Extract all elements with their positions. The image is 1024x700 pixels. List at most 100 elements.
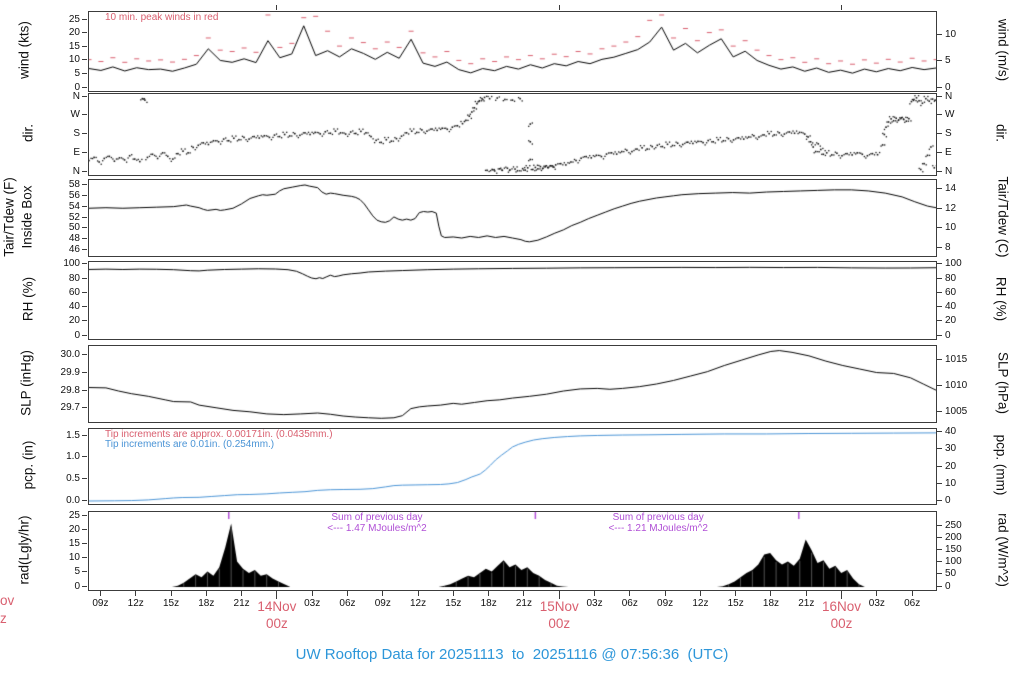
x-tick-label: 03z (304, 598, 321, 609)
x-tick-date-label: 16Nov 00z (822, 598, 861, 632)
y-tick-label-left-temp: 54 (68, 200, 80, 212)
x-tick-label: 06z (339, 598, 356, 609)
y-tick-right-rh (937, 306, 942, 308)
y-tick-label-left-temp: 46 (68, 243, 80, 255)
rad-note-2-line1: Sum of previous day (612, 512, 704, 523)
x-tick (735, 591, 737, 596)
rad-sum-previous-day-note-1: Sum of previous day <--- 1.47 MJoules/m^… (327, 512, 426, 534)
x-tick-label: 18z (762, 598, 780, 609)
y-tick-left-temp (82, 194, 87, 196)
x-axis-clipped-date-line1: ov (0, 593, 15, 608)
y-tick-label-right-rad: 150 (945, 544, 962, 556)
y-tick-right-slp (937, 359, 942, 361)
x-tick-top-date (276, 5, 278, 10)
y-tick-label-right-temp: 10 (945, 222, 957, 234)
y-tick-label-right-rh: 100 (945, 258, 962, 270)
y-tick-label-right-wind: 0 (945, 81, 951, 93)
y-axis-title-wind-ms: wind (m/s) (995, 18, 1011, 82)
x-tick-top-date (841, 5, 843, 10)
y-tick-label-right-dir: N (945, 90, 953, 102)
y-tick-right-rh (937, 277, 942, 279)
temperature-plot-canvas (89, 180, 936, 256)
y-tick-right-dir (937, 114, 942, 116)
y-tick-right-temp (937, 188, 942, 190)
x-tick (170, 591, 172, 596)
rad-note-1-line1: Sum of previous day (331, 512, 423, 523)
y-tick-left-slp (82, 371, 87, 373)
precipitation-plot-canvas (89, 429, 936, 504)
rad-note-2-line2: <--- 1.21 MJoules/m^2 (608, 522, 708, 534)
y-axis-title-slp-inhg: SLP (inHg) (18, 350, 34, 416)
y-tick-label-right-rad: 100 (945, 556, 962, 568)
y-tick-right-rad (937, 549, 942, 551)
y-tick-right-rh (937, 263, 942, 265)
y-tick-label-left-rad: 15 (68, 538, 80, 550)
y-axis-title-rh-left: RH (%) (20, 276, 36, 322)
x-tick-date-label: 15Nov 00z (540, 598, 579, 632)
x-tick (664, 591, 666, 596)
y-tick-label-right-rh: 20 (945, 315, 957, 327)
y-tick-label-right-dir: S (945, 128, 952, 139)
y-tick-right-rad (937, 585, 942, 587)
y-tick-left-slp (82, 407, 87, 409)
y-tick-label-left-rh: 40 (68, 301, 80, 313)
x-tick (346, 591, 348, 596)
y-axis-title-dir-left: dir. (20, 123, 36, 143)
x-tick-date-label: 14Nov 00z (257, 598, 296, 632)
x-tick (805, 591, 807, 596)
y-tick-label-left-rh: 20 (68, 315, 80, 327)
y-tick-label-left-wind: 5 (74, 67, 80, 79)
x-tick-label: 12z (127, 598, 144, 609)
x-tick (876, 591, 878, 596)
y-axis-title-temp-c: Tair/Tdew (C) (995, 176, 1011, 258)
y-tick-left-rh (82, 291, 87, 293)
y-axis-title-pcp-in: pcp. (in) (20, 440, 36, 490)
y-tick-left-temp (82, 184, 87, 186)
y-tick-left-rad (82, 528, 87, 530)
x-tick-label: 03z (586, 598, 603, 609)
y-tick-right-pcp (937, 431, 942, 433)
y-tick-label-left-wind: 0 (74, 81, 80, 93)
figure-title: UW Rooftop Data for 20251113 to 20251116… (295, 646, 729, 663)
rad-sum-previous-day-note-2: Sum of previous day <--- 1.21 MJoules/m^… (608, 512, 708, 534)
y-tick-label-right-pcp: 30 (945, 443, 957, 455)
y-tick-label-right-rad: 50 (945, 568, 957, 580)
y-tick-label-left-rad: 25 (68, 509, 80, 521)
x-tick-label: 12z (692, 598, 709, 609)
y-tick-left-wind (82, 59, 87, 61)
panel-wind-direction (88, 93, 937, 176)
y-tick-label-right-slp: 1010 (945, 380, 968, 392)
y-axis-title-slp-hpa: SLP (hPa) (995, 351, 1011, 415)
y-tick-label-left-dir: E (73, 146, 80, 158)
wind-direction-plot-canvas (89, 94, 936, 175)
y-tick-label-right-rh: 0 (945, 329, 951, 341)
y-tick-label-left-slp: 29.9 (60, 366, 80, 378)
y-tick-label-right-temp: 12 (945, 202, 957, 214)
y-tick-left-rad (82, 585, 87, 587)
y-tick-label-right-rh: 60 (945, 286, 957, 298)
y-tick-label-right-rad: 250 (945, 519, 962, 531)
y-axis-title-rh-right: RH (%) (993, 276, 1009, 322)
y-tick-left-wind (82, 86, 87, 88)
y-tick-right-dir (937, 133, 942, 134)
x-tick (770, 591, 772, 596)
date-label-day: 14Nov (257, 599, 297, 614)
date-label-hour: 00z (266, 616, 288, 631)
y-tick-left-dir (82, 133, 87, 134)
y-tick-left-rh (82, 334, 87, 336)
x-tick (205, 591, 207, 596)
x-tick-label: 09z (92, 598, 109, 609)
y-tick-label-left-wind: 10 (68, 54, 80, 66)
panel-precipitation: Tip increments are approx. 0.00171in. (0… (88, 428, 937, 505)
y-tick-label-left-dir: N (72, 90, 80, 102)
y-tick-label-right-rh: 80 (945, 272, 957, 284)
y-tick-label-left-pcp: 1.5 (66, 429, 80, 441)
x-tick (911, 591, 913, 596)
y-tick-label-left-temp: 56 (68, 189, 80, 201)
y-tick-label-right-slp: 1015 (945, 354, 968, 366)
panel-solar-radiation: Sum of previous day <--- 1.47 MJoules/m^… (88, 511, 937, 591)
x-tick-label: 21z (515, 598, 532, 609)
y-tick-label-left-temp: 58 (68, 179, 80, 191)
tip-increment-note-blue: Tip increments are 0.01in. (0.254mm.) (105, 439, 275, 450)
y-tick-label-right-pcp: 0 (945, 494, 951, 506)
